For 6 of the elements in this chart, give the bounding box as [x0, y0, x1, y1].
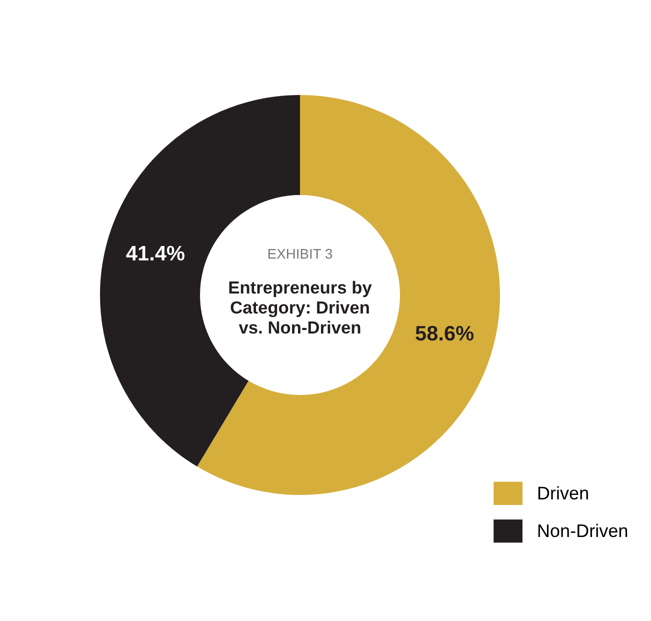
text: Entrepreneurs by Category: Driven vs. Non-Driven [229, 280, 372, 334]
data-label: 41.4% [126, 246, 184, 261]
data-label: 58.6% [416, 326, 474, 341]
legend-label: Non-Driven [538, 524, 628, 538]
legend-label: Driven [538, 486, 588, 500]
text: EXHIBIT 3 [268, 248, 332, 259]
